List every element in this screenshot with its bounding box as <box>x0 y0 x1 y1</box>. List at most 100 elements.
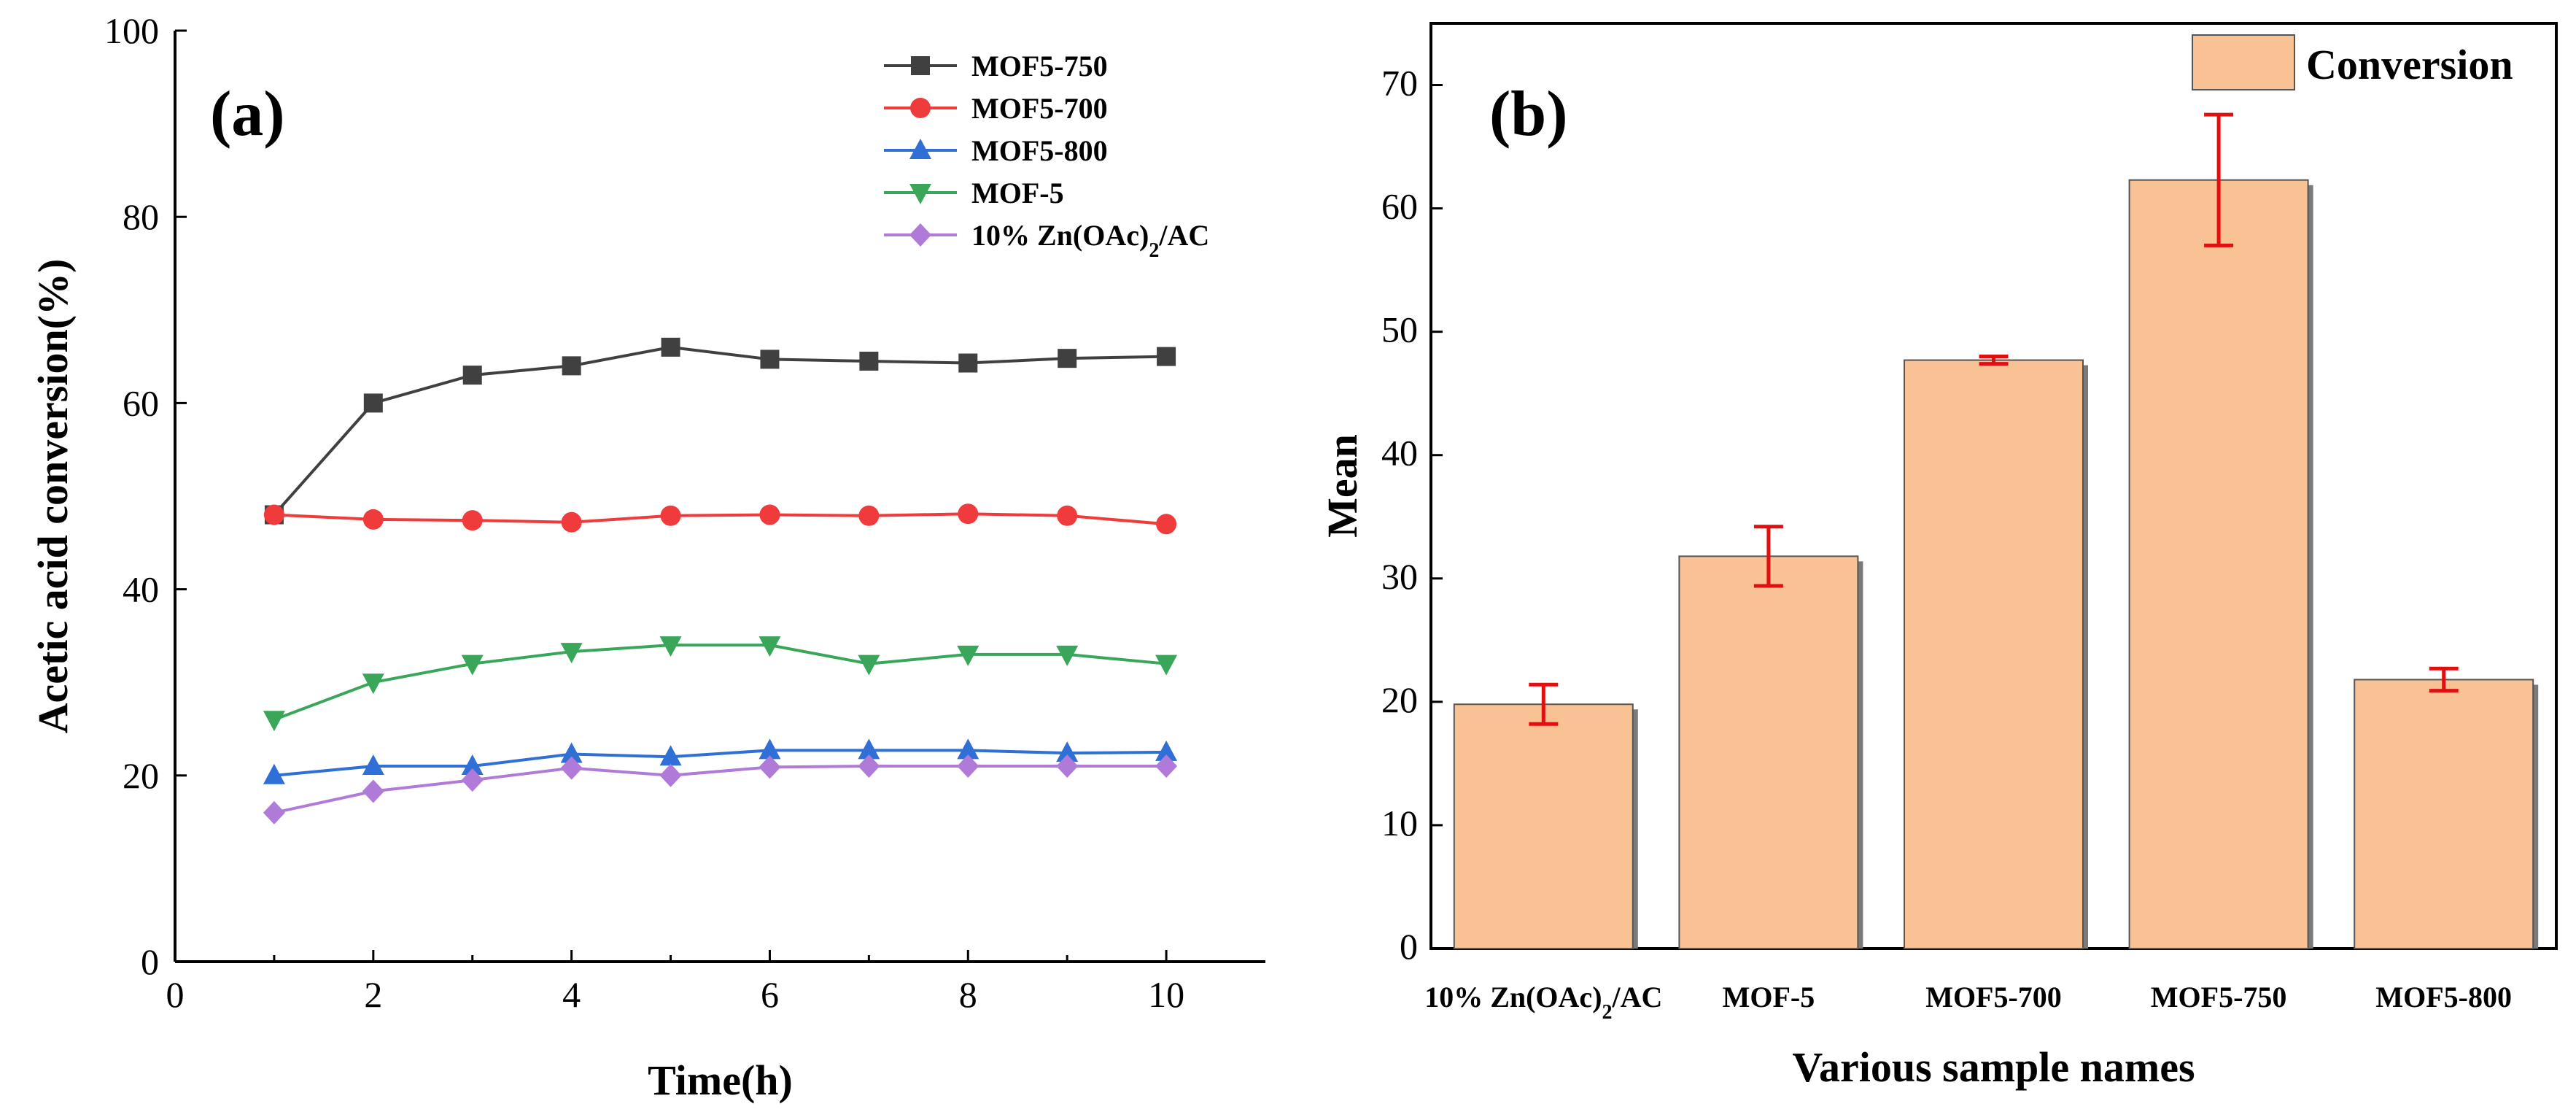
legend-marker-2 <box>909 139 931 159</box>
data-point-4-2 <box>461 768 484 792</box>
data-point-2-2 <box>461 754 484 776</box>
series-line-0 <box>273 345 1167 516</box>
data-point-1-5 <box>759 504 780 525</box>
data-point-3-3 <box>560 643 583 664</box>
bar-2 <box>1904 359 2084 949</box>
data-point-0-3 <box>562 356 581 376</box>
y-tick-label: 60 <box>1381 186 1418 227</box>
data-point-0-6 <box>859 351 879 371</box>
data-point-4-1 <box>362 779 384 803</box>
panel-b-bar-chart: 0 10 20 30 40 50 60 70 10% Zn(OAc)2/AC MOF-5 MOF5-… <box>1319 22 2558 1091</box>
data-point-4-8 <box>1056 754 1079 779</box>
data-point-3-8 <box>1056 645 1079 666</box>
series-line-2 <box>273 749 1167 777</box>
data-point-0-2 <box>462 366 482 385</box>
data-point-0-7 <box>958 353 978 373</box>
legend-label-1: MOF5-700 <box>971 92 1108 125</box>
data-point-2-9 <box>1155 740 1178 761</box>
data-point-1-3 <box>561 511 582 533</box>
data-point-4-5 <box>759 755 781 779</box>
data-point-4-3 <box>560 756 583 780</box>
legend-marker-1 <box>910 98 931 118</box>
data-point-3-9 <box>1155 654 1178 676</box>
data-point-4-4 <box>659 763 682 787</box>
y-tick-label: 40 <box>1381 433 1418 474</box>
y-tick-label: 50 <box>1381 309 1418 350</box>
bar-1 <box>1678 555 1859 949</box>
data-point-0-4 <box>661 337 680 357</box>
data-point-3-6 <box>858 654 880 676</box>
y-axis-title: Mean <box>1319 434 1366 538</box>
data-point-1-0 <box>263 504 284 525</box>
series-line-1 <box>273 512 1167 526</box>
data-point-1-4 <box>660 505 681 526</box>
x-tick-label-1: MOF-5 <box>1723 981 1815 1013</box>
x-axis-title: Time(h) <box>648 1057 793 1104</box>
legend-label-3: MOF-5 <box>971 177 1064 209</box>
data-point-2-5 <box>759 738 781 760</box>
data-point-0-1 <box>363 393 383 413</box>
x-axis-title: Various sample names <box>1792 1043 2195 1091</box>
legend-label-4: 10% Zn(OAc)2/AC <box>971 219 1209 262</box>
data-point-0-5 <box>760 349 780 369</box>
x-tick-label-2: MOF5-700 <box>1925 981 2062 1013</box>
data-point-4-9 <box>1155 754 1178 779</box>
y-tick-label: 100 <box>104 10 159 51</box>
data-point-2-0 <box>263 763 285 784</box>
data-point-1-8 <box>1057 505 1078 526</box>
legend-label-0: MOF5-750 <box>971 50 1108 82</box>
y-tick-label: 30 <box>1381 556 1418 597</box>
y-tick-label: 70 <box>1381 63 1418 104</box>
panel-label-b: (b) <box>1489 79 1568 150</box>
data-point-1-9 <box>1156 514 1177 535</box>
panel-label-a: (a) <box>210 79 285 150</box>
y-axis-title: Acetic acid conversion(%) <box>29 259 77 734</box>
x-tick-label: 8 <box>959 974 977 1015</box>
y-tick-label: 40 <box>123 569 159 610</box>
data-point-3-5 <box>759 636 781 657</box>
x-tick-label-3: MOF5-750 <box>2151 981 2287 1013</box>
data-point-3-7 <box>957 645 979 666</box>
x-tick-label-4: MOF5-800 <box>2375 981 2512 1013</box>
y-tick-label: 20 <box>1381 679 1418 720</box>
data-point-2-3 <box>560 742 583 763</box>
legend-swatch <box>2192 34 2295 90</box>
x-tick-label: 2 <box>364 974 382 1015</box>
data-point-3-2 <box>461 654 484 676</box>
data-point-4-6 <box>858 754 880 779</box>
y-tick-label: 20 <box>123 755 159 796</box>
data-point-3-1 <box>362 673 384 695</box>
data-point-1-2 <box>462 510 483 531</box>
legend-label: Conversion <box>2306 41 2513 88</box>
data-point-1-1 <box>362 509 384 530</box>
y-tick-label: 0 <box>141 941 159 982</box>
series-line-4 <box>273 765 1167 814</box>
data-point-4-7 <box>957 754 979 779</box>
y-tick-label: 10 <box>1381 803 1418 843</box>
x-tick-label: 10 <box>1148 974 1184 1015</box>
data-point-2-6 <box>858 738 880 760</box>
data-point-1-6 <box>858 505 880 526</box>
bar-4 <box>2354 679 2534 950</box>
y-tick-label: 60 <box>123 382 159 423</box>
data-point-1-7 <box>958 503 979 525</box>
x-tick-label-0: 10% Zn(OAc)2/AC <box>1424 981 1662 1024</box>
data-point-2-4 <box>659 745 682 766</box>
bar-3 <box>2128 179 2309 949</box>
legend-marker-3 <box>909 184 931 204</box>
bar-0 <box>1453 703 1634 949</box>
legend-marker-4 <box>909 223 931 247</box>
legend-label-2: MOF5-800 <box>971 134 1108 167</box>
legend-marker-0 <box>911 56 930 75</box>
y-tick-label: 0 <box>1400 926 1418 967</box>
data-point-0-8 <box>1058 349 1077 368</box>
x-tick-label: 0 <box>166 974 185 1015</box>
data-point-3-0 <box>263 711 285 732</box>
x-tick-label: 4 <box>562 974 581 1015</box>
data-point-0-9 <box>1157 347 1176 366</box>
x-tick-label: 6 <box>761 974 779 1015</box>
panel-a-line-chart: 0 20 40 60 80 100 0 2 4 6 8 10 Time(h) Acetic acid co… <box>29 10 1265 1104</box>
data-point-2-1 <box>362 754 384 776</box>
y-tick-label: 80 <box>123 196 159 237</box>
